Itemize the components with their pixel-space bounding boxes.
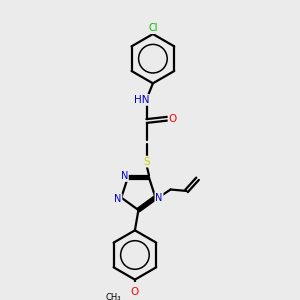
Text: Cl: Cl (148, 23, 158, 33)
Text: N: N (114, 194, 122, 204)
Text: HN: HN (134, 95, 149, 105)
Text: N: N (121, 171, 128, 181)
Text: N: N (155, 193, 163, 202)
Text: O: O (169, 114, 177, 124)
Text: CH₃: CH₃ (105, 293, 121, 300)
Text: O: O (131, 287, 139, 297)
Text: S: S (143, 157, 150, 166)
